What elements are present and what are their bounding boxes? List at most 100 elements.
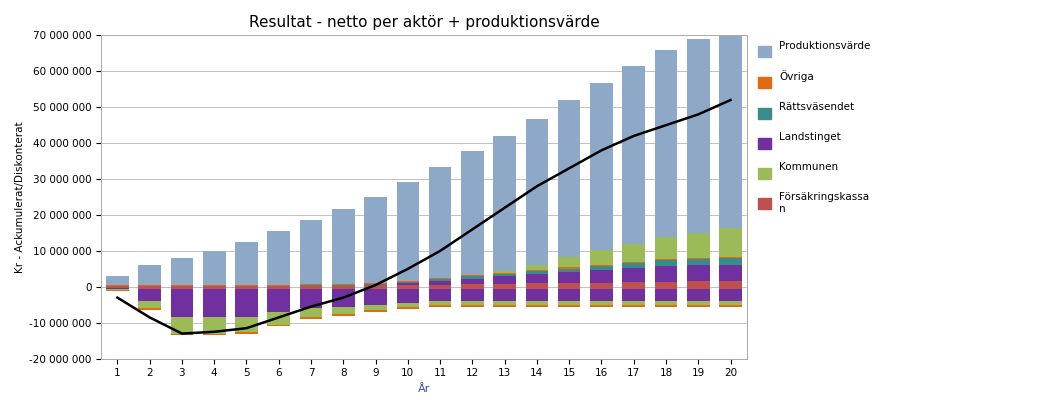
Bar	[590, 83, 613, 250]
Bar	[364, 310, 386, 312]
Bar	[299, 286, 322, 287]
Bar	[171, 334, 193, 335]
Bar	[623, 66, 645, 244]
Bar	[299, 220, 322, 284]
Bar	[558, 283, 581, 287]
Bar	[558, 269, 581, 272]
Bar	[203, 289, 226, 317]
Bar	[719, 23, 742, 228]
Bar	[428, 278, 452, 279]
Bar	[397, 303, 419, 307]
Bar	[526, 274, 548, 283]
Bar	[719, 228, 742, 257]
Bar	[106, 288, 129, 290]
Bar	[268, 312, 290, 325]
X-axis label: År: År	[418, 384, 430, 394]
Bar	[590, 301, 613, 305]
Bar	[687, 289, 710, 301]
Bar	[332, 285, 355, 286]
Bar	[364, 284, 386, 285]
Bar	[590, 265, 613, 266]
Bar	[526, 265, 548, 270]
Bar	[332, 209, 355, 284]
Bar	[687, 233, 710, 258]
Bar	[268, 285, 290, 286]
Bar	[558, 100, 581, 257]
Bar	[397, 283, 419, 285]
Bar	[397, 307, 419, 309]
Bar	[655, 237, 677, 259]
Bar	[332, 286, 355, 287]
Bar	[203, 334, 226, 335]
Bar	[235, 317, 258, 332]
Bar	[558, 272, 581, 283]
Bar	[687, 305, 710, 307]
Bar	[687, 265, 710, 281]
Bar	[106, 290, 129, 291]
Bar	[687, 258, 710, 259]
Bar	[364, 305, 386, 310]
Bar	[139, 308, 161, 310]
Bar	[494, 301, 516, 305]
Bar	[428, 167, 452, 278]
Bar	[268, 286, 290, 287]
Bar	[494, 273, 516, 274]
Bar	[719, 258, 742, 265]
Bar	[558, 267, 581, 269]
Bar	[203, 285, 226, 286]
Bar	[235, 289, 258, 317]
Bar	[623, 263, 645, 268]
Bar	[655, 282, 677, 287]
Y-axis label: Kr - Ackumulerat/Diskonterat: Kr - Ackumulerat/Diskonterat	[15, 121, 25, 273]
Bar	[655, 259, 677, 260]
Bar	[494, 283, 516, 287]
Bar	[719, 287, 742, 289]
Bar	[494, 287, 516, 289]
Bar	[687, 38, 710, 233]
Bar	[171, 289, 193, 317]
Bar	[332, 307, 355, 314]
Bar	[397, 289, 419, 303]
Bar	[461, 151, 484, 275]
Bar	[397, 287, 419, 289]
Bar	[299, 287, 322, 289]
Bar	[623, 289, 645, 301]
Bar	[526, 283, 548, 287]
Bar	[235, 287, 258, 289]
Bar	[171, 317, 193, 334]
Bar	[719, 265, 742, 281]
Bar	[106, 276, 129, 285]
Bar	[171, 285, 193, 286]
Bar	[461, 279, 484, 284]
Bar	[558, 301, 581, 305]
Bar	[655, 305, 677, 307]
Bar	[139, 285, 161, 286]
Bar	[268, 287, 290, 289]
Bar	[268, 231, 290, 285]
Bar	[655, 301, 677, 305]
Bar	[461, 276, 484, 279]
Bar	[397, 182, 419, 281]
Bar	[332, 289, 355, 307]
Bar	[397, 282, 419, 283]
Bar	[558, 305, 581, 307]
Bar	[494, 274, 516, 276]
Bar	[719, 289, 742, 301]
Bar	[623, 305, 645, 307]
Legend: Produktionsvärde
, Övriga
, Rättsväsendet
, Landstinget
, Kommunen
, Försäkrings: Produktionsvärde , Övriga , Rättsväsende…	[758, 40, 870, 214]
Bar	[428, 301, 452, 305]
Bar	[364, 287, 386, 289]
Bar	[558, 287, 581, 289]
Bar	[623, 244, 645, 262]
Bar	[590, 283, 613, 287]
Bar	[461, 289, 484, 301]
Bar	[203, 287, 226, 289]
Bar	[332, 287, 355, 289]
Bar	[590, 289, 613, 301]
Bar	[590, 270, 613, 283]
Bar	[655, 289, 677, 301]
Bar	[590, 266, 613, 270]
Bar	[494, 276, 516, 283]
Bar	[139, 287, 161, 289]
Bar	[687, 259, 710, 265]
